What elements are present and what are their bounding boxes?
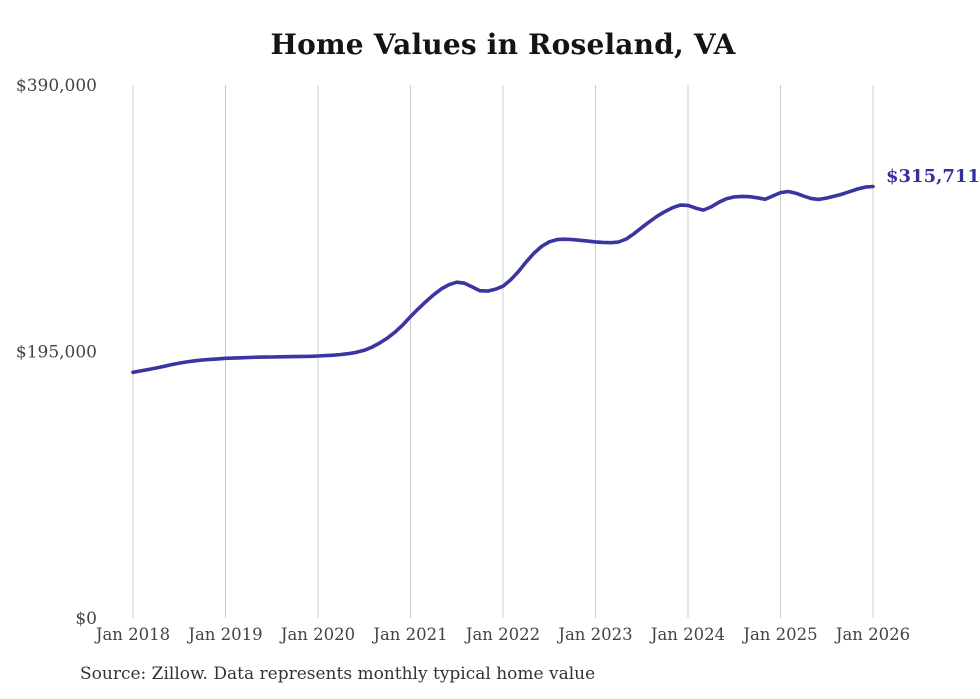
home-value-line: [131, 184, 875, 375]
x-tick-label: Jan 2019: [186, 625, 262, 644]
x-tick-label: Jan 2018: [94, 625, 170, 644]
x-tick-label: Jan 2025: [741, 625, 817, 644]
chart-title: Home Values in Roseland, VA: [270, 28, 736, 61]
y-tick-label: $195,000: [16, 343, 97, 363]
x-tick-label: Jan 2023: [556, 625, 632, 644]
latest-value-label: $315,711: [886, 166, 980, 187]
x-tick-label: Jan 2021: [371, 625, 447, 644]
x-tick-label: Jan 2026: [834, 625, 910, 644]
x-tick-label: Jan 2020: [279, 625, 355, 644]
y-tick-label: $0: [75, 609, 97, 629]
x-tick-label: Jan 2024: [649, 625, 725, 644]
x-tick-label: Jan 2022: [464, 625, 540, 644]
y-tick-label: $390,000: [16, 76, 97, 96]
source-note: Source: Zillow. Data represents monthly …: [80, 664, 596, 684]
